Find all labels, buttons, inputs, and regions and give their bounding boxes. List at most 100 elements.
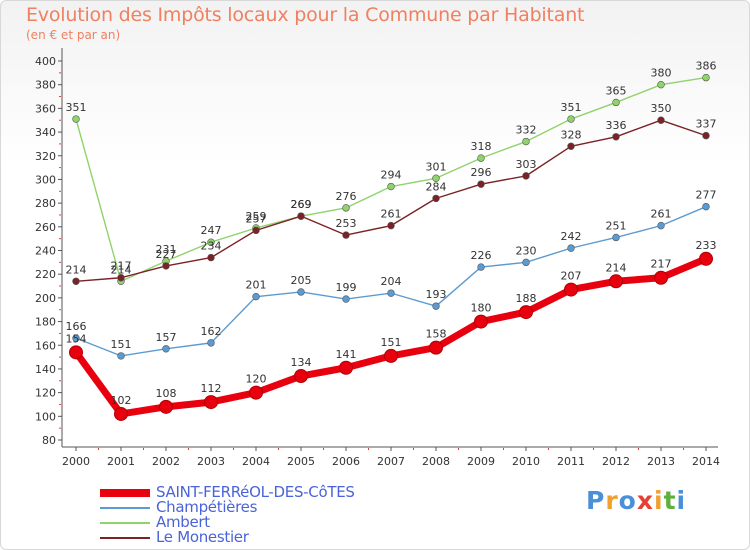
y-tick-label: 120 bbox=[35, 387, 56, 400]
data-label: 151 bbox=[381, 336, 402, 349]
legend-item: Ambert bbox=[100, 515, 520, 530]
data-label: 217 bbox=[651, 258, 672, 271]
data-label: 134 bbox=[291, 356, 312, 369]
y-tick-label: 360 bbox=[35, 102, 56, 115]
data-point bbox=[432, 194, 440, 203]
data-label: 365 bbox=[606, 84, 627, 97]
data-label: 157 bbox=[156, 331, 177, 344]
data-point bbox=[117, 352, 125, 360]
logo-letter: x bbox=[636, 486, 654, 515]
data-point bbox=[612, 98, 620, 107]
data-point bbox=[429, 340, 443, 355]
data-point bbox=[117, 274, 125, 282]
y-tick-label: 220 bbox=[35, 268, 56, 281]
data-point bbox=[342, 295, 350, 303]
data-label: 332 bbox=[516, 124, 537, 137]
data-label: 204 bbox=[381, 275, 402, 288]
data-point bbox=[657, 80, 665, 89]
data-point bbox=[522, 258, 530, 267]
data-label: 251 bbox=[606, 219, 627, 232]
data-point bbox=[249, 385, 263, 400]
data-label: 201 bbox=[246, 279, 267, 292]
data-label: 284 bbox=[426, 180, 447, 193]
logo-letter: t bbox=[663, 486, 677, 515]
y-tick-label: 200 bbox=[35, 292, 56, 305]
data-label: 337 bbox=[696, 118, 717, 131]
x-tick-label: 2011 bbox=[557, 455, 585, 468]
data-label: 328 bbox=[561, 128, 582, 141]
data-label: 276 bbox=[336, 190, 357, 203]
legend-swatch bbox=[100, 506, 150, 509]
x-tick-label: 2002 bbox=[152, 455, 180, 468]
data-point bbox=[567, 244, 575, 252]
data-point bbox=[702, 202, 710, 211]
x-tick-label: 2003 bbox=[197, 455, 225, 468]
data-label: 102 bbox=[111, 394, 132, 407]
data-label: 318 bbox=[471, 140, 492, 153]
data-label: 233 bbox=[696, 239, 717, 252]
data-label: 193 bbox=[426, 288, 447, 301]
data-label: 214 bbox=[111, 263, 132, 276]
data-label: 259 bbox=[246, 210, 267, 223]
data-label: 277 bbox=[696, 189, 717, 202]
logo-letter: i bbox=[654, 486, 664, 515]
data-point bbox=[702, 131, 710, 140]
data-label: 253 bbox=[336, 217, 357, 230]
data-label: 261 bbox=[381, 208, 402, 221]
x-tick-label: 2005 bbox=[287, 455, 315, 468]
data-label: 214 bbox=[606, 261, 627, 274]
legend: SAINT-FERRéOL-DES-CôTES Champétières Amber… bbox=[100, 485, 520, 545]
data-label: 269 bbox=[291, 198, 312, 211]
data-point bbox=[72, 277, 80, 285]
data-label: 141 bbox=[336, 348, 357, 361]
data-point bbox=[252, 292, 260, 301]
data-point bbox=[567, 115, 575, 123]
logo-letter: o bbox=[618, 486, 637, 515]
x-tick-label: 2007 bbox=[377, 455, 405, 468]
legend-label: Le Monestier bbox=[156, 528, 249, 546]
data-label: 380 bbox=[651, 67, 672, 80]
y-tick-label: 400 bbox=[35, 55, 56, 68]
data-point bbox=[654, 270, 668, 285]
data-label: 180 bbox=[471, 302, 492, 315]
legend-item: Champétières bbox=[100, 500, 520, 515]
data-point bbox=[699, 251, 713, 266]
y-tick-label: 380 bbox=[35, 79, 56, 92]
data-point bbox=[657, 221, 665, 230]
data-label: 166 bbox=[66, 320, 87, 333]
data-label: 257 bbox=[246, 212, 267, 225]
data-label: 386 bbox=[696, 60, 717, 73]
data-label: 296 bbox=[471, 166, 492, 179]
data-label: 227 bbox=[156, 248, 177, 261]
y-tick-label: 100 bbox=[35, 410, 56, 423]
data-point bbox=[162, 345, 170, 353]
data-label: 217 bbox=[111, 260, 132, 273]
data-point bbox=[477, 263, 485, 271]
data-label: 120 bbox=[246, 373, 267, 386]
legend-item: SAINT-FERRéOL-DES-CôTES bbox=[100, 485, 520, 500]
data-point bbox=[432, 174, 440, 182]
data-label: 242 bbox=[561, 230, 582, 243]
data-point bbox=[477, 154, 485, 162]
data-point bbox=[252, 226, 260, 235]
data-point bbox=[207, 253, 215, 262]
data-point bbox=[477, 180, 485, 188]
data-point bbox=[69, 345, 83, 360]
data-point bbox=[207, 238, 215, 246]
data-point bbox=[657, 116, 665, 124]
chart-subtitle: (en € et par an) bbox=[26, 28, 121, 42]
data-point bbox=[612, 233, 620, 242]
y-tick-label: 320 bbox=[35, 150, 56, 163]
data-point bbox=[297, 212, 305, 220]
legend-swatch bbox=[100, 488, 150, 497]
data-label: 158 bbox=[426, 328, 447, 341]
data-label: 351 bbox=[66, 101, 87, 114]
data-label: 336 bbox=[606, 119, 627, 132]
y-tick-label: 260 bbox=[35, 221, 56, 234]
data-label: 303 bbox=[516, 158, 537, 171]
x-tick-label: 2009 bbox=[467, 455, 495, 468]
data-point bbox=[162, 262, 170, 270]
data-point bbox=[387, 221, 395, 230]
